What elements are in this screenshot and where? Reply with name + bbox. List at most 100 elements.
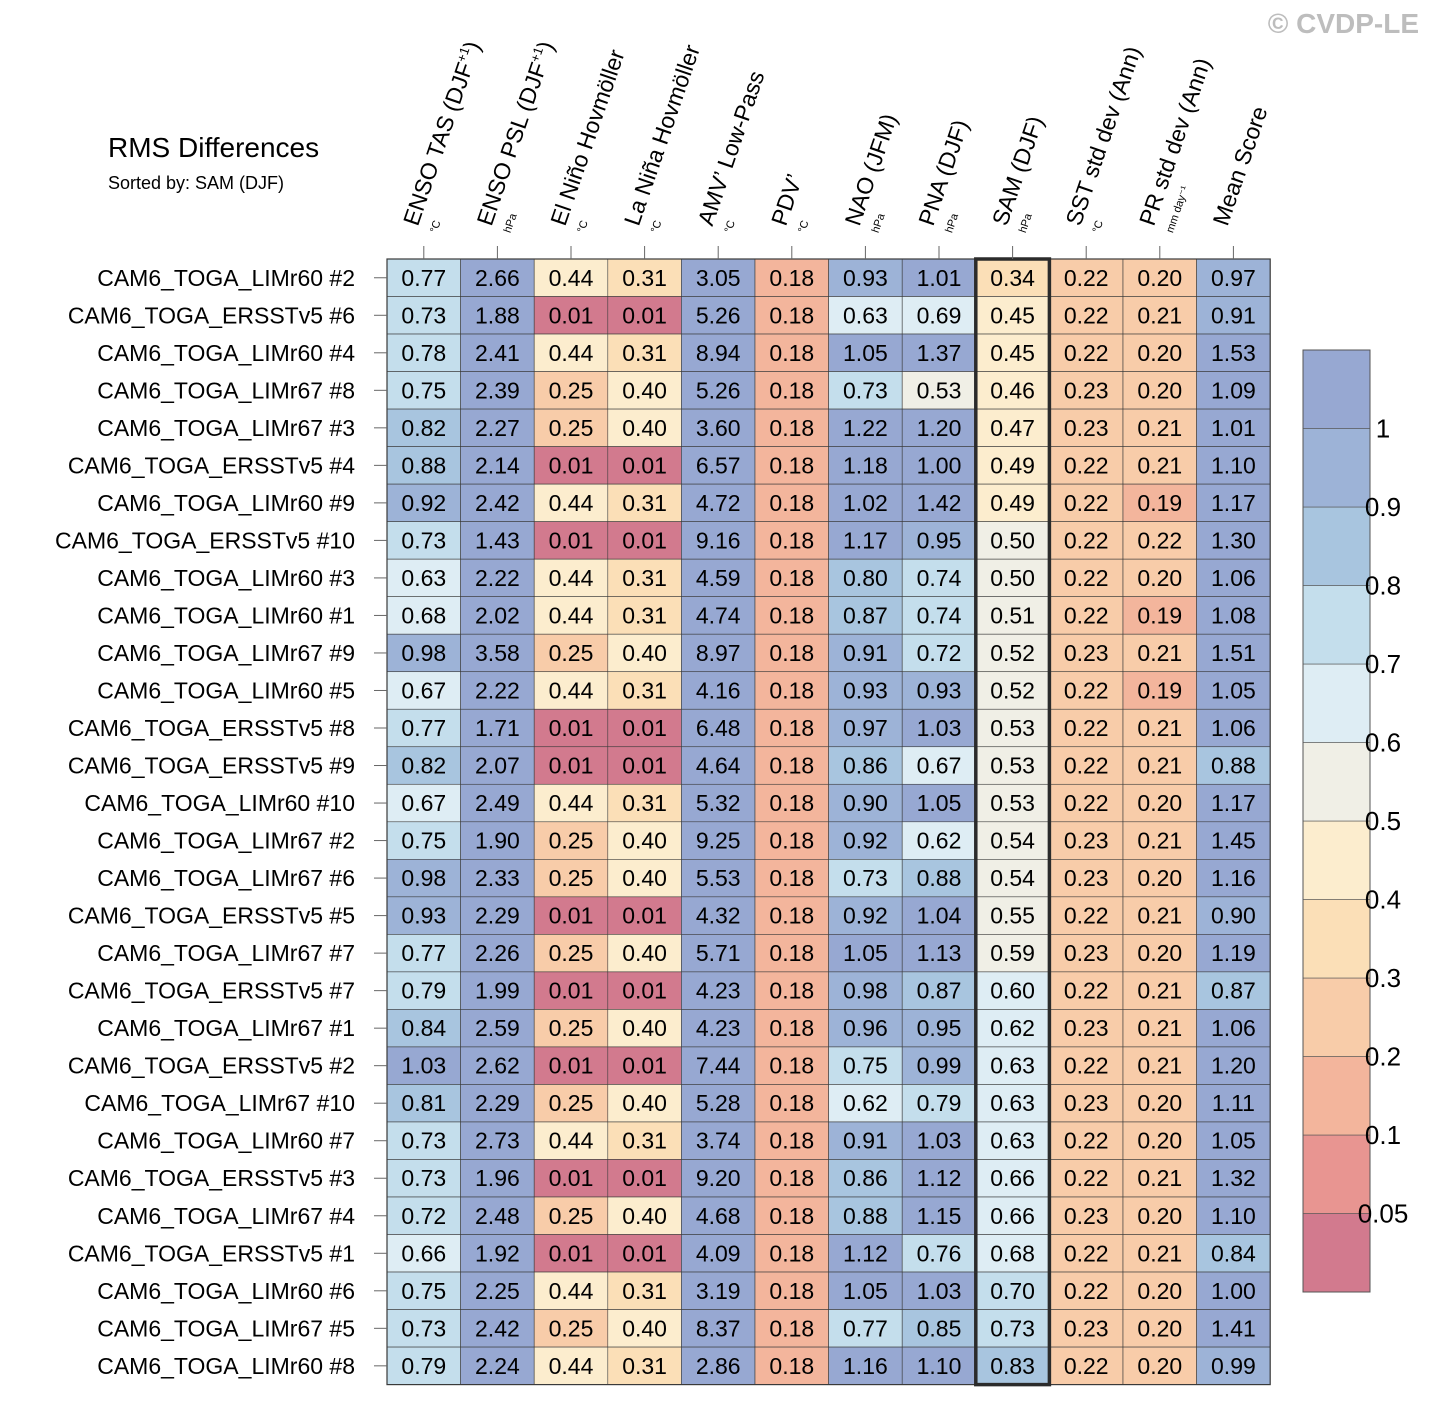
cell-value: 0.73 [990,1315,1035,1341]
cell-value: 0.73 [843,377,888,403]
heatmap-cell [460,821,535,860]
heatmap-cell [975,1234,1050,1273]
cell-value: 1.03 [917,1278,962,1304]
cell-value: 2.73 [475,1128,520,1154]
cell-value: 0.59 [990,940,1035,966]
cell-value: 0.63 [843,302,888,328]
cell-value: 0.88 [401,452,446,478]
heatmap-cell [681,296,756,335]
heatmap-cell [1049,783,1124,823]
heatmap-cell [681,596,756,635]
cell-value: 0.01 [549,1240,594,1266]
heatmap-cell [901,596,977,635]
cell-value: 0.40 [622,940,667,966]
cell-value: 2.02 [475,602,520,628]
heatmap-cell [901,521,977,560]
row-label: CAM6_TOGA_LIMr67 #10 [84,1090,355,1116]
heatmap-cell [460,633,535,673]
cell-value: 2.29 [475,903,520,929]
column-label-text: PNA (DJF) [913,116,973,228]
heatmap-cell [607,1009,682,1048]
heatmap-cell [681,1309,756,1348]
heatmap-cell [1196,1196,1271,1235]
cell-value: 0.44 [549,1128,594,1154]
heatmap-cells: 0.77 2.66 0.44 0.31 3.05 0.18 0.93 1.01 0.34 0.22… [386,257,1271,1387]
column-label-main: NAO (JFM) [840,110,902,228]
column-label-text: SST std dev (Ann) [1060,43,1146,229]
heatmap-cell [607,746,682,785]
cell-value: 0.54 [990,828,1035,854]
watermark: © CVDP-LE [1268,8,1419,39]
cell-value: 2.33 [475,865,520,891]
row-label: CAM6_TOGA_LIMr67 #4 [97,1203,355,1229]
cell-value: 0.79 [917,1090,962,1116]
cell-value: 0.44 [549,1278,594,1304]
row-label: CAM6_TOGA_LIMr67 #3 [97,415,355,441]
cell-value: 2.14 [475,452,520,478]
heatmap-cell [901,971,977,1010]
heatmap-cell [828,483,903,522]
cell-value: 0.86 [843,1165,888,1191]
heatmap-cell [1196,821,1271,860]
cell-value: 1.05 [1211,1128,1256,1154]
cell-value: 0.95 [917,1015,962,1041]
heatmap-cell [754,1046,829,1085]
cell-value: 0.77 [401,265,446,291]
cell-value: 0.20 [1137,265,1182,291]
heatmap-cell [460,896,535,935]
cell-value: 3.74 [696,1128,741,1154]
cell-value: 0.21 [1137,302,1182,328]
cell-value: 0.79 [401,1353,446,1379]
heatmap-cell [1196,859,1271,898]
heatmap-cell [460,934,535,973]
heatmap-cell [460,558,535,597]
cell-value: 0.20 [1137,940,1182,966]
heatmap-cell [975,1309,1050,1348]
cell-value: 5.71 [696,940,741,966]
heatmap-cell [1196,333,1271,372]
column-unit: hPa [870,211,888,234]
heatmap-cell [975,558,1050,597]
row-label: CAM6_TOGA_ERSSTv5 #9 [68,753,355,779]
heatmap-cell [754,896,829,935]
cell-value: 0.01 [622,1165,667,1191]
cell-value: 1.16 [1211,865,1256,891]
cell-value: 0.77 [843,1315,888,1341]
row-label: CAM6_TOGA_ERSSTv5 #7 [68,978,355,1004]
cell-value: 0.74 [917,602,962,628]
cell-value: 0.21 [1137,1053,1182,1079]
cell-value: 0.44 [549,790,594,816]
cell-value: 2.42 [475,490,520,516]
cell-value: 0.22 [1064,340,1109,366]
cell-value: 2.22 [475,677,520,703]
cell-value: 8.94 [696,340,741,366]
heatmap-cell [607,708,682,748]
heatmap-cell [607,296,682,335]
cell-value: 0.52 [990,640,1035,666]
heatmap-cell [681,408,756,447]
cell-value: 1.03 [401,1053,446,1079]
heatmap-cell [1049,934,1124,973]
cell-value: 0.23 [1064,828,1109,854]
row-label: CAM6_TOGA_LIMr60 #2 [97,265,355,291]
column-label-text: ENSO TAS (DJF+1) [398,38,485,229]
heatmap-cell [460,859,535,898]
heatmap-cell [754,783,829,823]
cell-value: 0.22 [1064,1353,1109,1379]
heatmap-cell [754,483,829,522]
row-label: CAM6_TOGA_LIMr60 #4 [97,340,355,366]
cell-value: 0.22 [1064,903,1109,929]
cell-value: 0.93 [401,903,446,929]
cell-value: 0.83 [990,1353,1035,1379]
heatmap-cell [1196,446,1271,485]
cell-value: 0.20 [1137,1278,1182,1304]
cell-value: 0.40 [622,1203,667,1229]
cell-value: 0.40 [622,1015,667,1041]
cell-value: 0.22 [1064,565,1109,591]
heatmap-cell [828,821,903,860]
row-label: CAM6_TOGA_ERSSTv5 #4 [68,452,355,478]
heatmap-cell [975,371,1050,410]
cell-value: 2.42 [475,1315,520,1341]
heatmap-cell [1122,1159,1197,1198]
column-unit: hPa [943,211,961,234]
